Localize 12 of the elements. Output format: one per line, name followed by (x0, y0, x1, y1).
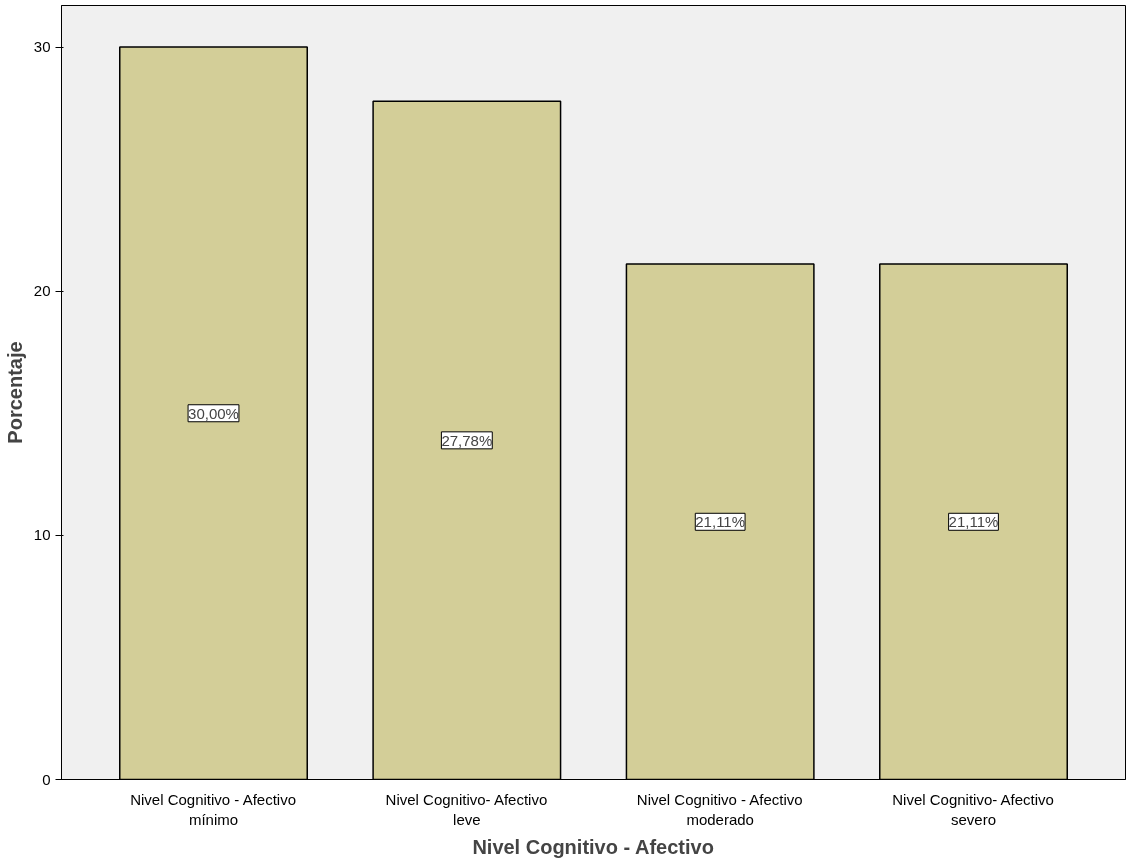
x-tick-label: Nivel Cognitivo- Afectivo leve (385, 790, 548, 828)
y-tick-label: 20 (33, 282, 51, 300)
x-tick-label: Nivel Cognitivo - Afectivo moderado (636, 790, 803, 828)
data-label: 27,78% (441, 431, 493, 449)
y-axis-title: Porcentaje (3, 341, 26, 444)
x-tick-label: Nivel Cognitivo - Afectivo mínimo (130, 790, 297, 828)
y-tick-label: 30 (33, 38, 51, 56)
x-axis-title: Nivel Cognitivo - Afectivo (472, 835, 714, 858)
y-tick-label: 0 (42, 770, 51, 788)
y-tick-label: 10 (33, 526, 51, 544)
data-label: 21,11% (948, 513, 999, 531)
x-tick-label: Nivel Cognitivo- Afectivo severo (892, 790, 1054, 828)
